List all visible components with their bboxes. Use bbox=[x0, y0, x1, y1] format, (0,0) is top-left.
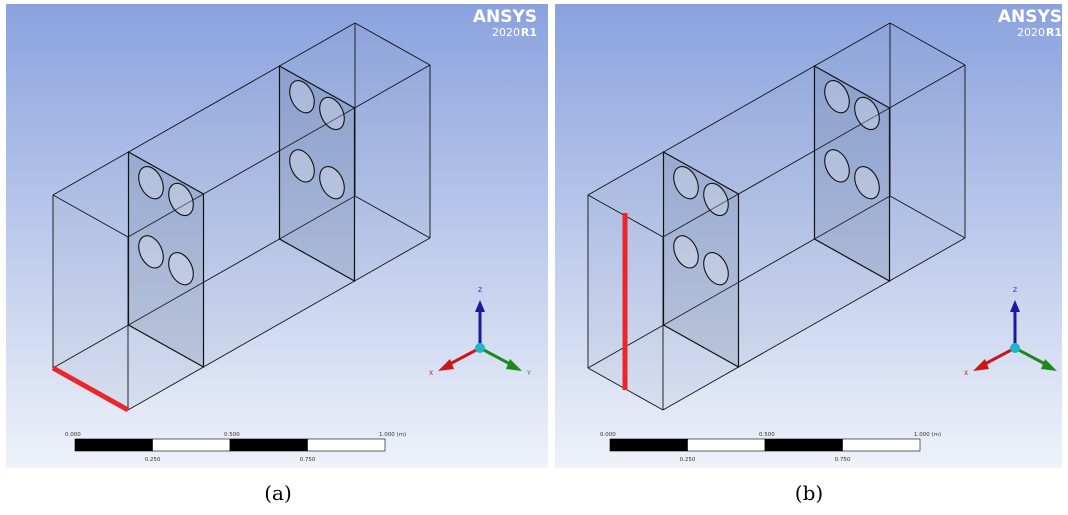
axis-z-label: Z bbox=[478, 287, 482, 294]
scale-label: 0.250 bbox=[145, 457, 161, 463]
axis-y-label: Y bbox=[526, 370, 531, 377]
triad-origin bbox=[475, 343, 485, 353]
scale-label: 1.000 (m) bbox=[379, 432, 406, 438]
figure: ANSYSR12020ZXY0.0000.5001.000 (m)0.2500.… bbox=[0, 0, 1068, 515]
scale-segment bbox=[765, 439, 843, 451]
brand: ANSYS bbox=[473, 7, 537, 27]
brand: ANSYS bbox=[998, 7, 1062, 27]
axis-x-label: X bbox=[964, 370, 968, 377]
version: 2020 bbox=[492, 26, 520, 39]
release: R1 bbox=[1046, 26, 1062, 39]
scale-label: 0.250 bbox=[680, 457, 696, 463]
version: 2020 bbox=[1017, 26, 1045, 39]
scale-label: 0.000 bbox=[65, 432, 81, 438]
caption: (b) bbox=[795, 481, 823, 505]
scale-label: 0.750 bbox=[300, 457, 316, 463]
scale-segment bbox=[610, 439, 688, 451]
scale-segment bbox=[688, 439, 766, 451]
scale-label: 0.500 bbox=[224, 432, 240, 438]
scale-segment bbox=[230, 439, 308, 451]
triad-origin bbox=[1010, 343, 1020, 353]
axis-y-label: Y bbox=[1061, 370, 1066, 377]
scale-label: 0.750 bbox=[835, 457, 851, 463]
scale-segment bbox=[308, 439, 386, 451]
scale-label: 0.000 bbox=[600, 432, 616, 438]
scale-segment bbox=[153, 439, 231, 451]
scale-label: 1.000 (m) bbox=[914, 432, 941, 438]
scale-segment bbox=[843, 439, 921, 451]
caption: (a) bbox=[264, 481, 292, 505]
axis-x-label: X bbox=[429, 370, 433, 377]
scale-segment bbox=[75, 439, 153, 451]
scale-label: 0.500 bbox=[759, 432, 775, 438]
release: R1 bbox=[521, 26, 537, 39]
axis-z-label: Z bbox=[1013, 287, 1017, 294]
